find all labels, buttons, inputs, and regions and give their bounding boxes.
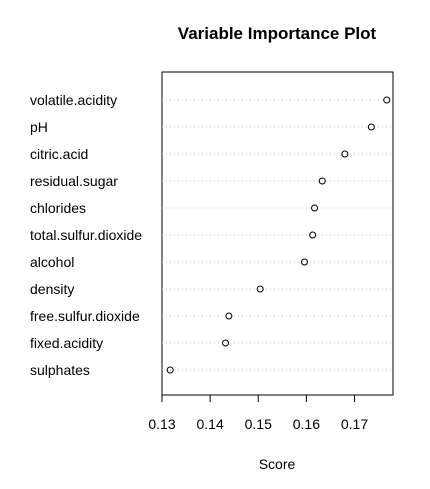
x-tick-label: 0.13 [148,416,175,432]
x-tick-label: 0.17 [341,416,368,432]
category-label: citric.acid [30,146,88,162]
x-axis-title: Score [259,456,296,472]
category-label: pH [30,119,48,135]
data-point [309,231,317,239]
data-point [311,204,319,212]
data-point [225,312,233,320]
x-axis: 0.13 0.14 0.15 0.16 0.17 [148,394,368,432]
x-tick-label: 0.16 [293,416,320,432]
data-point [367,123,375,131]
data-point [256,285,264,293]
category-label: fixed.acidity [30,335,103,351]
category-label: residual.sugar [30,173,118,189]
data-point [318,177,326,185]
data-point [166,366,174,374]
data-point [300,258,308,266]
category-label: volatile.acidity [30,92,117,108]
x-tick-label: 0.15 [245,416,272,432]
category-label: free.sulfur.dioxide [30,308,140,324]
data-point [222,339,230,347]
data-point [341,150,349,158]
category-label: total.sulfur.dioxide [30,227,142,243]
x-tick-label: 0.14 [197,416,224,432]
category-label: alcohol [30,254,74,270]
data-point [383,96,391,104]
data-points [166,96,391,374]
chart-title: Variable Importance Plot [178,24,377,43]
grid-lines [162,99,393,371]
category-label: chlorides [30,200,86,216]
category-label: sulphates [30,362,90,378]
category-labels: volatile.acidity pH citric.acid residual.su… [30,92,142,378]
plot-frame [161,71,394,396]
category-label: density [30,281,74,297]
